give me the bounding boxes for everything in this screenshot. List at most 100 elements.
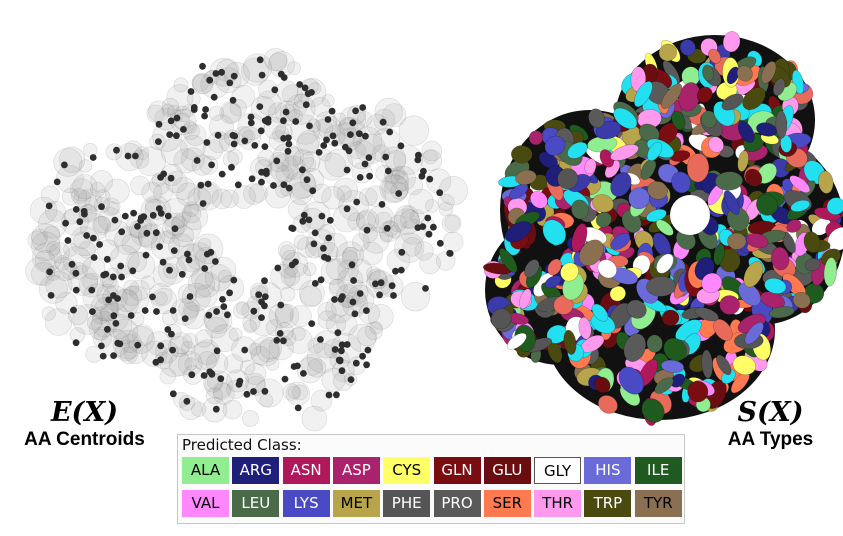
residue-blob [660,359,685,373]
residue-blob [708,48,721,64]
density-blob [393,208,420,235]
density-blob [136,146,166,177]
legend-item-pro: PRO [433,490,481,517]
density-blob [183,201,200,217]
density-blob [224,354,244,374]
centroid-dot [212,70,220,77]
density-blob [379,220,401,242]
centroid-dot [337,295,345,303]
centroid-dot [299,217,307,225]
density-blob [357,326,378,347]
residue-blob [544,135,566,156]
centroid-dot [212,405,220,413]
centroid-dot [270,182,277,189]
residue-blob [647,181,668,200]
centroid-dot [89,154,97,161]
centroid-dot [217,375,225,383]
centroid-dot [183,397,191,405]
density-blob [301,354,323,376]
residue-blob [613,107,638,130]
centroid-dot [296,81,304,88]
centroid-dot [318,212,326,220]
density-blob [317,310,337,330]
density-blob [356,111,373,127]
centroid-dot [325,234,333,242]
density-blob [391,166,406,180]
residue-blob [827,227,843,252]
centroid-dot [331,296,338,303]
centroid-dot [247,113,255,121]
centroid-dot [187,88,195,95]
centroid-dot [397,266,405,274]
residue-blob [638,123,660,143]
centroid-dot [72,206,80,213]
centroid-dot [282,108,290,116]
centroid-dot [348,261,356,269]
residue-blob [633,81,653,108]
density-blob [222,399,243,420]
residue-blob [524,259,540,278]
density-blob [336,314,358,336]
centroid-dot [203,250,211,258]
centroid-dot [181,315,189,322]
centroid-dot [436,239,444,247]
centroid-dot [250,307,258,315]
density-blob [61,188,80,206]
centroid-dot [342,143,349,151]
centroid-dot [149,211,157,219]
density-blob [385,150,407,172]
centroid-dot [171,225,179,233]
density-blob [287,385,302,399]
density-blob [208,114,234,140]
centroid-dot [288,261,296,269]
residue-blob [598,395,618,414]
centroid-dot [329,132,337,140]
centroid-dot [45,202,53,210]
residue-blob [803,231,821,253]
centroid-dot [271,86,279,94]
density-blob [213,383,235,405]
density-blob [123,339,148,364]
residue-blob [786,219,802,233]
centroid-dot [190,104,198,111]
density-blob [206,387,224,405]
density-blob [93,326,108,341]
centroid-dot [294,404,302,412]
density-blob [176,182,201,207]
density-blob [209,105,225,121]
residue-blob [553,295,574,315]
centroid-dot [376,291,383,299]
centroid-dot [335,356,343,364]
density-blob [112,330,143,360]
centroid-dot [61,161,68,169]
centroid-dot [325,391,333,399]
density-blob [197,237,212,252]
centroid-dot [76,218,84,226]
centroid-dot [134,223,141,230]
density-blob [161,230,175,244]
centroid-dot [212,258,219,265]
density-blob [217,275,245,302]
density-blob [187,270,216,298]
density-blob [106,201,120,215]
centroid-dot [349,119,357,127]
density-blob [263,47,288,72]
density-blob [140,195,172,226]
centroid-dot [331,346,339,353]
centroid-dot [384,167,392,175]
density-blob [183,301,199,318]
centroid-dot [311,280,319,287]
density-blob [265,356,280,371]
centroid-dot [98,342,105,350]
residue-blob [646,276,677,297]
legend-item-ala: ALA [182,457,229,484]
legend-item-phe: PHE [383,490,431,517]
density-blob [307,358,327,378]
centroid-dot [220,303,228,310]
density-blob [390,165,416,191]
density-blob [301,405,327,432]
residue-blob [742,87,766,110]
centroid-dot [169,346,177,354]
centroid-dot [343,205,351,213]
density-blob [182,282,211,312]
